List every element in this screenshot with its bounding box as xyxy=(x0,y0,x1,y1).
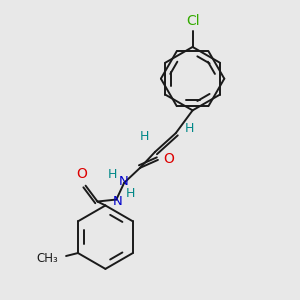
Text: H: H xyxy=(108,168,117,181)
Text: Cl: Cl xyxy=(186,14,200,28)
Text: H: H xyxy=(125,187,135,200)
Text: O: O xyxy=(76,167,87,181)
Text: O: O xyxy=(163,152,174,166)
Text: N: N xyxy=(118,175,128,188)
Text: CH₃: CH₃ xyxy=(36,253,58,266)
Text: H: H xyxy=(185,122,194,135)
Text: N: N xyxy=(112,195,122,208)
Text: H: H xyxy=(140,130,149,143)
